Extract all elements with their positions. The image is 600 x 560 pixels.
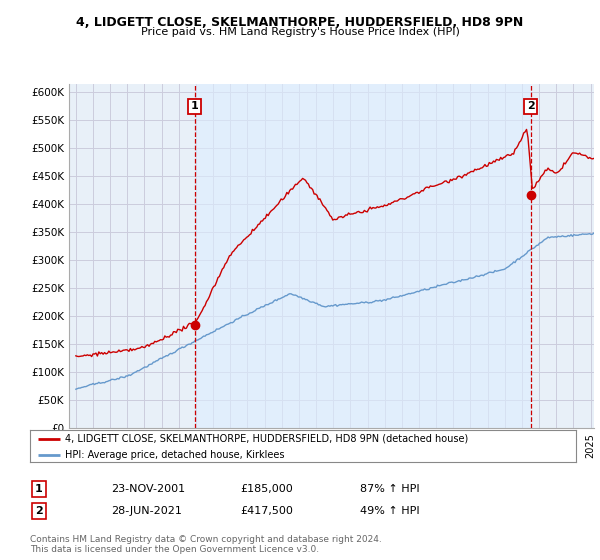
Text: 4, LIDGETT CLOSE, SKELMANTHORPE, HUDDERSFIELD, HD8 9PN: 4, LIDGETT CLOSE, SKELMANTHORPE, HUDDERS… [76,16,524,29]
Text: 2: 2 [527,101,535,111]
Text: Contains HM Land Registry data © Crown copyright and database right 2024.
This d: Contains HM Land Registry data © Crown c… [30,535,382,554]
Text: £417,500: £417,500 [240,506,293,516]
Text: HPI: Average price, detached house, Kirklees: HPI: Average price, detached house, Kirk… [65,450,285,460]
Text: 28-JUN-2021: 28-JUN-2021 [111,506,182,516]
Bar [194,84,530,428]
Text: 2: 2 [35,506,43,516]
Text: Price paid vs. HM Land Registry's House Price Index (HPI): Price paid vs. HM Land Registry's House … [140,27,460,37]
Text: 23-NOV-2001: 23-NOV-2001 [111,484,185,494]
Text: 1: 1 [191,101,199,111]
Text: 1: 1 [35,484,43,494]
Text: 49% ↑ HPI: 49% ↑ HPI [360,506,419,516]
Text: £185,000: £185,000 [240,484,293,494]
Text: 4, LIDGETT CLOSE, SKELMANTHORPE, HUDDERSFIELD, HD8 9PN (detached house): 4, LIDGETT CLOSE, SKELMANTHORPE, HUDDERS… [65,433,469,444]
Text: 87% ↑ HPI: 87% ↑ HPI [360,484,419,494]
